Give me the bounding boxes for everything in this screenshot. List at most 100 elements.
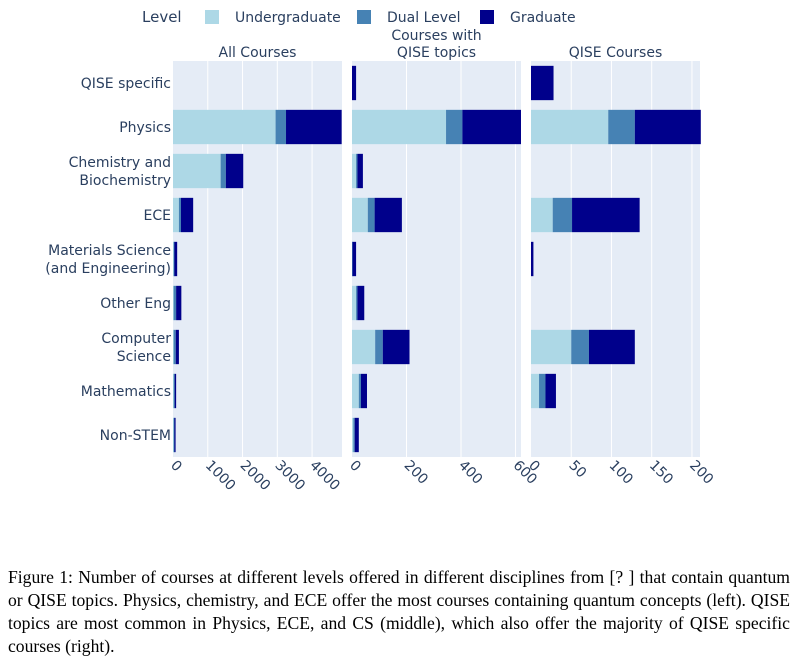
- bar-undergraduate-other-eng: [352, 285, 357, 321]
- course-level-chart: Level Undergraduate Dual Level Graduate …: [45, 8, 716, 494]
- bar-graduate-other-eng: [357, 285, 365, 321]
- legend-label-graduate[interactable]: Graduate: [510, 10, 576, 26]
- bar-graduate-physics: [634, 109, 701, 145]
- bar-undergraduate-physics: [352, 109, 447, 145]
- y-tick-label: Science: [117, 349, 171, 365]
- bar-dual-level-physics: [446, 109, 463, 145]
- x-tick-label: 50: [565, 458, 589, 482]
- bar-graduate-ece: [180, 197, 194, 233]
- y-tick-label: QISE specific: [81, 76, 171, 92]
- y-tick-label: Chemistry and: [69, 155, 171, 171]
- bar-dual-level-mathematics: [539, 373, 546, 409]
- bar-dual-level-ece: [367, 197, 375, 233]
- y-tick-label: Materials Science: [48, 243, 171, 259]
- x-tick-label: 100: [606, 458, 636, 488]
- y-axis-labels: QISE specific Physics Chemistry and Biochem…: [45, 76, 171, 444]
- x-tick-label: 3000: [271, 458, 308, 495]
- legend: Level Undergraduate Dual Level Graduate: [142, 8, 576, 26]
- bar-undergraduate-non-stem: [173, 417, 175, 453]
- bar-graduate-ece: [374, 197, 402, 233]
- bar-dual-level-computer-science: [375, 329, 383, 365]
- bar-dual-level-other-eng: [356, 285, 358, 321]
- legend-label-undergraduate[interactable]: Undergraduate: [235, 10, 341, 26]
- x-tick-label: 2000: [237, 458, 274, 495]
- bar-graduate-qise-specific: [352, 65, 357, 101]
- y-tick-label: Computer: [101, 331, 171, 347]
- bar-graduate-non-stem: [354, 417, 359, 453]
- bar-dual-level-ece: [552, 197, 573, 233]
- y-tick-label: Other Eng: [100, 296, 171, 312]
- bar-graduate-chemistry-and-biochemistry: [357, 153, 363, 189]
- bar-graduate-materials-science-and-engineering: [352, 241, 357, 277]
- legend-label-dual-level[interactable]: Dual Level: [387, 10, 461, 26]
- bar-graduate-non-stem: [174, 417, 176, 453]
- bar-graduate-ece: [572, 197, 640, 233]
- x-tick-label: 0: [167, 458, 185, 476]
- legend-swatch-undergraduate[interactable]: [205, 10, 219, 24]
- bar-undergraduate-physics: [531, 109, 609, 145]
- bar-dual-level-computer-science: [571, 329, 589, 365]
- bar-graduate-materials-science-and-engineering: [174, 241, 178, 277]
- bar-graduate-mathematics: [174, 373, 177, 409]
- bar-graduate-chemistry-and-biochemistry: [225, 153, 244, 189]
- bar-dual-level-materials-science-and-engineering: [173, 241, 175, 277]
- bar-undergraduate-ece: [173, 197, 179, 233]
- bar-dual-level-non-stem: [173, 417, 175, 453]
- bar-graduate-mathematics: [360, 373, 367, 409]
- panel-title: QISE topics: [397, 45, 476, 61]
- bar-dual-level-mathematics: [173, 373, 175, 409]
- bar-undergraduate-non-stem: [352, 417, 354, 453]
- bar-graduate-computer-science: [175, 329, 179, 365]
- bar-undergraduate-mathematics: [531, 373, 540, 409]
- panel-title: All Courses: [219, 45, 297, 61]
- bar-undergraduate-computer-science: [352, 329, 376, 365]
- bar-graduate-materials-science-and-engineering: [531, 241, 534, 277]
- bar-dual-level-ece: [178, 197, 181, 233]
- bar-graduate-physics: [286, 109, 342, 145]
- bar-dual-level-chemistry-and-biochemistry: [356, 153, 358, 189]
- bar-undergraduate-computer-science: [173, 329, 175, 365]
- x-tick-label: 0: [346, 458, 364, 476]
- bar-graduate-mathematics: [545, 373, 556, 409]
- bar-graduate-physics: [462, 109, 521, 145]
- bar-dual-level-mathematics: [358, 373, 361, 409]
- bar-dual-level-chemistry-and-biochemistry: [220, 153, 226, 189]
- bar-graduate-computer-science: [382, 329, 410, 365]
- x-tick-label: 1000: [202, 458, 239, 495]
- legend-title: Level: [142, 8, 182, 26]
- bar-graduate-other-eng: [176, 285, 182, 321]
- panel-title: QISE Courses: [569, 45, 663, 61]
- bar-undergraduate-computer-science: [531, 329, 572, 365]
- bar-undergraduate-ece: [531, 197, 553, 233]
- bar-graduate-computer-science: [588, 329, 635, 365]
- bar-dual-level-physics: [608, 109, 635, 145]
- bar-undergraduate-mathematics: [352, 373, 359, 409]
- bar-undergraduate-mathematics: [173, 373, 175, 409]
- x-tick-label: 150: [646, 458, 676, 488]
- y-tick-label: Non-STEM: [100, 428, 171, 444]
- panel-title: Courses with: [391, 28, 481, 44]
- x-tick-label: 400: [455, 458, 485, 488]
- y-tick-label: (and Engineering): [45, 261, 171, 277]
- bar-undergraduate-materials-science-and-engineering: [173, 241, 175, 277]
- x-tick-label: 200: [686, 458, 716, 488]
- bar-dual-level-physics: [275, 109, 287, 145]
- y-tick-label: Mathematics: [81, 384, 171, 400]
- x-tick-label: 4000: [306, 458, 343, 495]
- bar-undergraduate-physics: [173, 109, 276, 145]
- x-tick-label: 200: [401, 458, 431, 488]
- bar-dual-level-computer-science: [173, 329, 176, 365]
- y-tick-label: ECE: [144, 208, 171, 224]
- bar-graduate-qise-specific: [531, 65, 554, 101]
- bar-undergraduate-chemistry-and-biochemistry: [173, 153, 221, 189]
- bar-undergraduate-other-eng: [173, 285, 175, 321]
- y-tick-label: Physics: [119, 120, 171, 136]
- legend-swatch-graduate[interactable]: [480, 10, 494, 24]
- legend-swatch-dual-level[interactable]: [357, 10, 371, 24]
- bar-dual-level-non-stem: [353, 417, 355, 453]
- bar-dual-level-other-eng: [173, 285, 177, 321]
